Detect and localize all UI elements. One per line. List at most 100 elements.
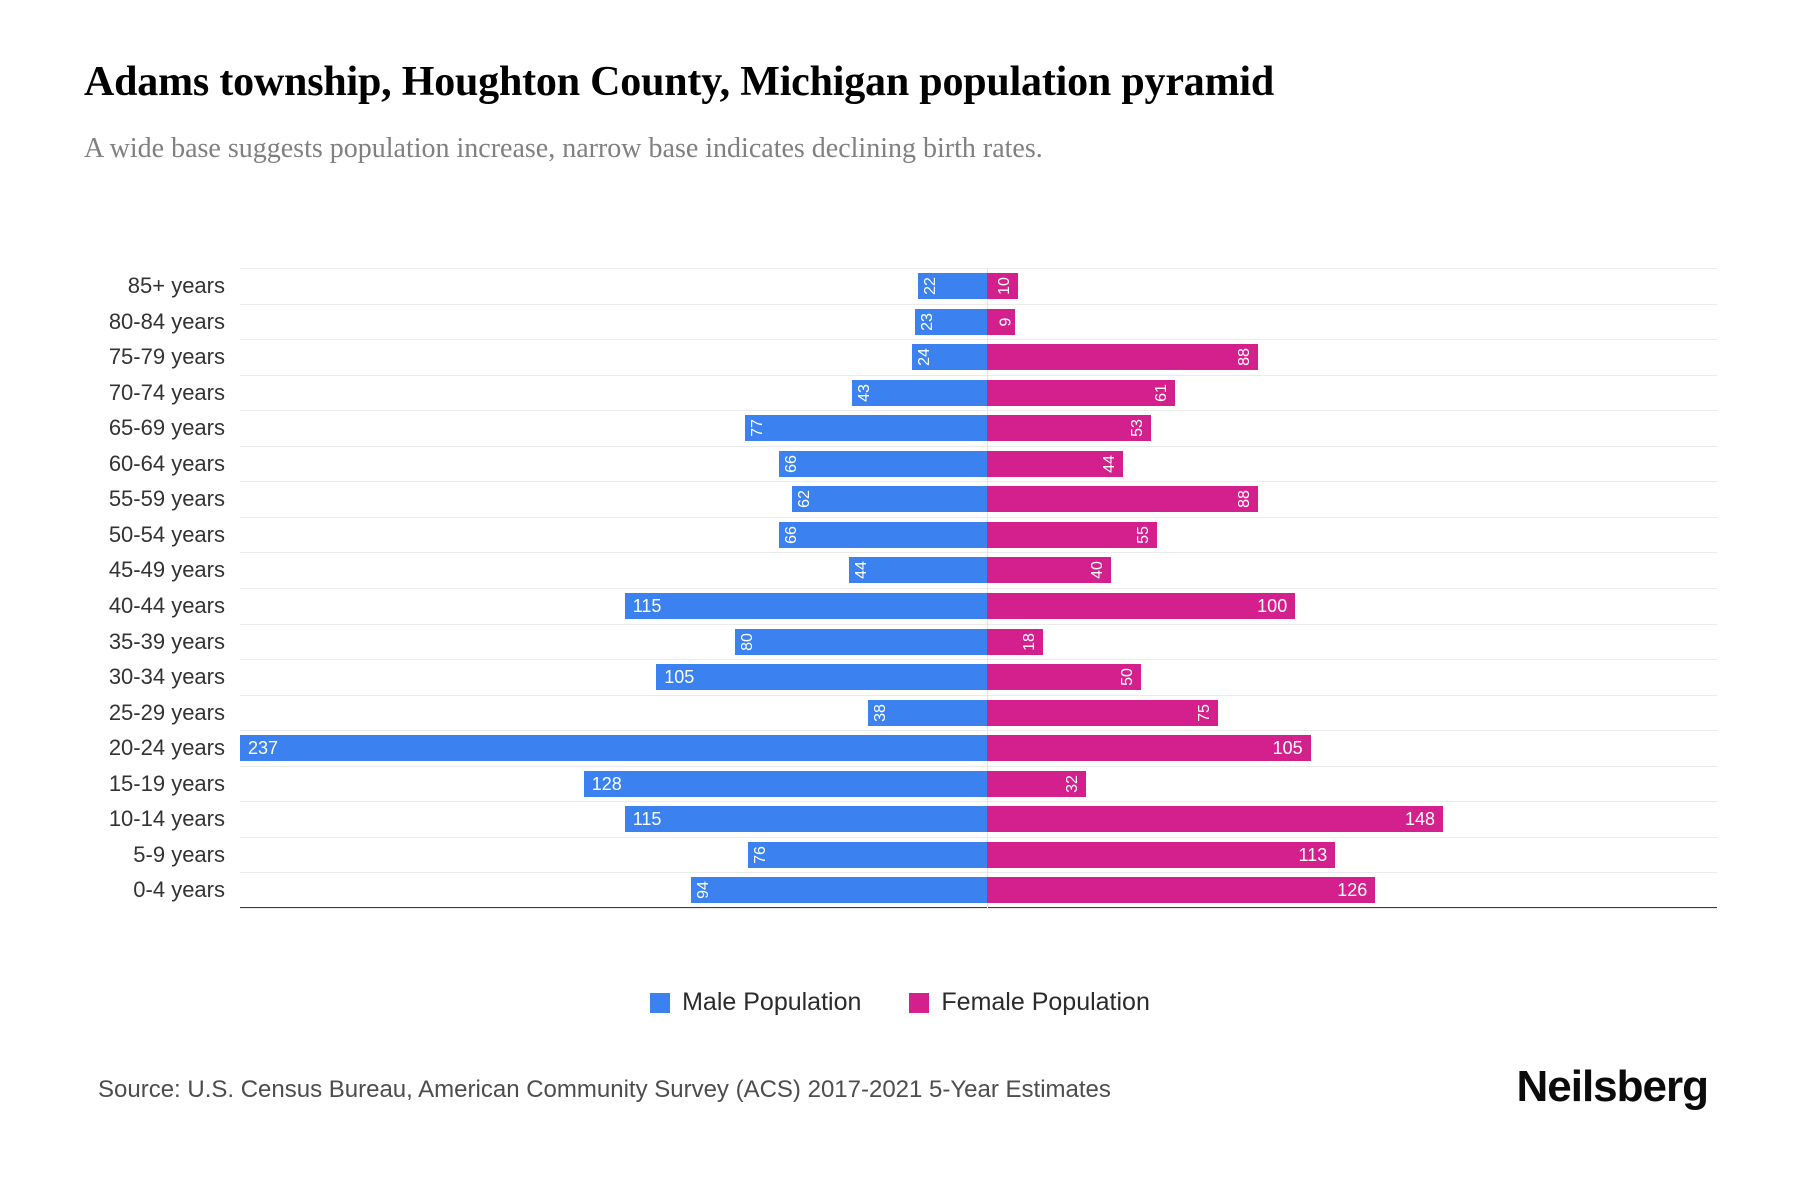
- chart-row: 237 105: [240, 730, 1717, 766]
- page-title: Adams township, Houghton County, Michiga…: [84, 59, 1274, 105]
- gridline: [240, 552, 1717, 554]
- bar-value-label-male: 80: [739, 632, 757, 651]
- bar-male[interactable]: 115: [624, 806, 988, 833]
- bar-male[interactable]: 62: [791, 486, 988, 513]
- bar-male[interactable]: 77: [744, 415, 988, 442]
- y-axis-label: 40-44 years: [108, 593, 225, 618]
- gridline: [240, 481, 1717, 483]
- bar-value-label-female: 44: [1100, 454, 1118, 473]
- bar-male[interactable]: 76: [747, 841, 988, 868]
- chart-row: 76 113: [240, 837, 1717, 873]
- gridline: [240, 410, 1717, 412]
- gridline: [240, 623, 1717, 625]
- bar-female[interactable]: 100: [987, 593, 1296, 619]
- gridline: [240, 872, 1717, 874]
- bar-male[interactable]: 115: [624, 593, 988, 619]
- bar-value-label-female: 75: [1196, 703, 1214, 722]
- bar-male[interactable]: 38: [867, 699, 988, 726]
- y-axis-label: 50-54 years: [108, 521, 225, 547]
- y-axis-label: 85+ years: [127, 273, 225, 298]
- y-axis-label: 80-84 years: [108, 308, 225, 334]
- bar-value-label-female: 100: [1257, 596, 1288, 616]
- legend-item-male[interactable]: Male Population: [650, 988, 861, 1017]
- y-axis-label: 70-74 years: [108, 379, 225, 405]
- chart-row: 23 9: [240, 304, 1717, 340]
- plot-area: 22 10 23 9 24 88 43 61 77 53 66 44 62 88 66 55 44 40 115 10…: [240, 268, 1717, 909]
- bar-male[interactable]: 66: [779, 521, 988, 548]
- chart-row: 62 88: [240, 481, 1717, 517]
- bar-value-label-female: 55: [1134, 525, 1152, 544]
- bar-value-label-female: 61: [1153, 383, 1171, 402]
- y-axis-label: 45-49 years: [108, 557, 225, 583]
- bar-male[interactable]: 23: [914, 308, 988, 335]
- bar-female[interactable]: 88: [987, 486, 1259, 513]
- bar-male[interactable]: 80: [735, 628, 988, 655]
- y-axis-label: 55-59 years: [108, 486, 225, 512]
- bar-value-label-male: 22: [921, 277, 939, 295]
- bar-value-label-female: 50: [1119, 668, 1137, 687]
- bar-female[interactable]: 50: [987, 664, 1142, 691]
- bar-male[interactable]: 128: [583, 770, 988, 797]
- bar-female[interactable]: 9: [987, 308, 1016, 335]
- bar-female[interactable]: 40: [987, 557, 1111, 584]
- gridline: [240, 588, 1717, 589]
- bar-value-label-male: 66: [783, 454, 801, 473]
- bar-female[interactable]: 53: [987, 415, 1151, 442]
- bar-value-label-male: 38: [871, 703, 889, 722]
- bar-male[interactable]: 24: [911, 344, 988, 371]
- bar-value-label-female: 88: [1236, 490, 1254, 509]
- bar-value-label-male: 24: [915, 348, 933, 367]
- female-color-swatch: [909, 992, 930, 1013]
- chart-row: 105 50: [240, 659, 1717, 695]
- bar-female[interactable]: 75: [987, 699, 1219, 726]
- chart-row: 77 53: [240, 410, 1717, 446]
- gridline: [240, 908, 1717, 909]
- legend-item-female[interactable]: Female Population: [909, 988, 1150, 1017]
- gridline: [240, 445, 1717, 447]
- bar-value-label-male: 128: [591, 773, 622, 794]
- y-axis-label: 5-9 years: [133, 841, 225, 867]
- bar-value-label-female: 148: [1404, 809, 1435, 830]
- bar-female[interactable]: 10: [987, 273, 1019, 299]
- chart-row: 115 148: [240, 801, 1717, 837]
- y-axis-label: 0-4 years: [133, 877, 225, 903]
- y-axis-label: 65-69 years: [108, 415, 225, 441]
- bar-female[interactable]: 18: [987, 628, 1043, 655]
- y-axis-label: 35-39 years: [108, 628, 225, 654]
- chart-legend: Male Population Female Population: [0, 988, 1800, 1017]
- bar-female[interactable]: 61: [987, 379, 1176, 406]
- gridline: [240, 836, 1717, 838]
- bar-female[interactable]: 55: [987, 521, 1157, 548]
- y-axis-label: 15-19 years: [108, 770, 225, 796]
- bar-male[interactable]: 237: [240, 735, 988, 762]
- bar-value-label-male: 66: [783, 525, 801, 544]
- gridline: [240, 339, 1717, 341]
- bar-female[interactable]: 148: [987, 806, 1443, 833]
- chart-row: 80 18: [240, 624, 1717, 660]
- y-axis-label: 60-64 years: [108, 450, 225, 476]
- bar-female[interactable]: 113: [987, 841, 1336, 868]
- gridline: [240, 516, 1717, 518]
- bar-male[interactable]: 43: [851, 379, 988, 406]
- bar-male[interactable]: 66: [779, 450, 988, 477]
- bar-value-label-female: 10: [996, 277, 1014, 295]
- bar-value-label-male: 62: [795, 490, 813, 509]
- bar-value-label-female: 40: [1088, 561, 1106, 580]
- chart-row: 44 40: [240, 552, 1717, 588]
- chart-row: 66 55: [240, 517, 1717, 553]
- bar-male[interactable]: 94: [690, 877, 988, 904]
- bar-male[interactable]: 44: [848, 557, 988, 584]
- bar-male[interactable]: 105: [656, 664, 988, 691]
- bar-value-label-male: 76: [751, 845, 769, 864]
- bar-female[interactable]: 32: [987, 770, 1086, 797]
- bar-female[interactable]: 88: [987, 344, 1259, 371]
- y-axis-label: 25-29 years: [108, 699, 225, 725]
- center-axis-line: [987, 268, 989, 908]
- bar-female[interactable]: 126: [987, 877, 1376, 904]
- bar-male[interactable]: 22: [918, 273, 988, 299]
- gridline: [240, 659, 1717, 661]
- chart-row: 66 44: [240, 446, 1717, 482]
- bar-female[interactable]: 105: [987, 735, 1311, 762]
- bar-female[interactable]: 44: [987, 450, 1123, 477]
